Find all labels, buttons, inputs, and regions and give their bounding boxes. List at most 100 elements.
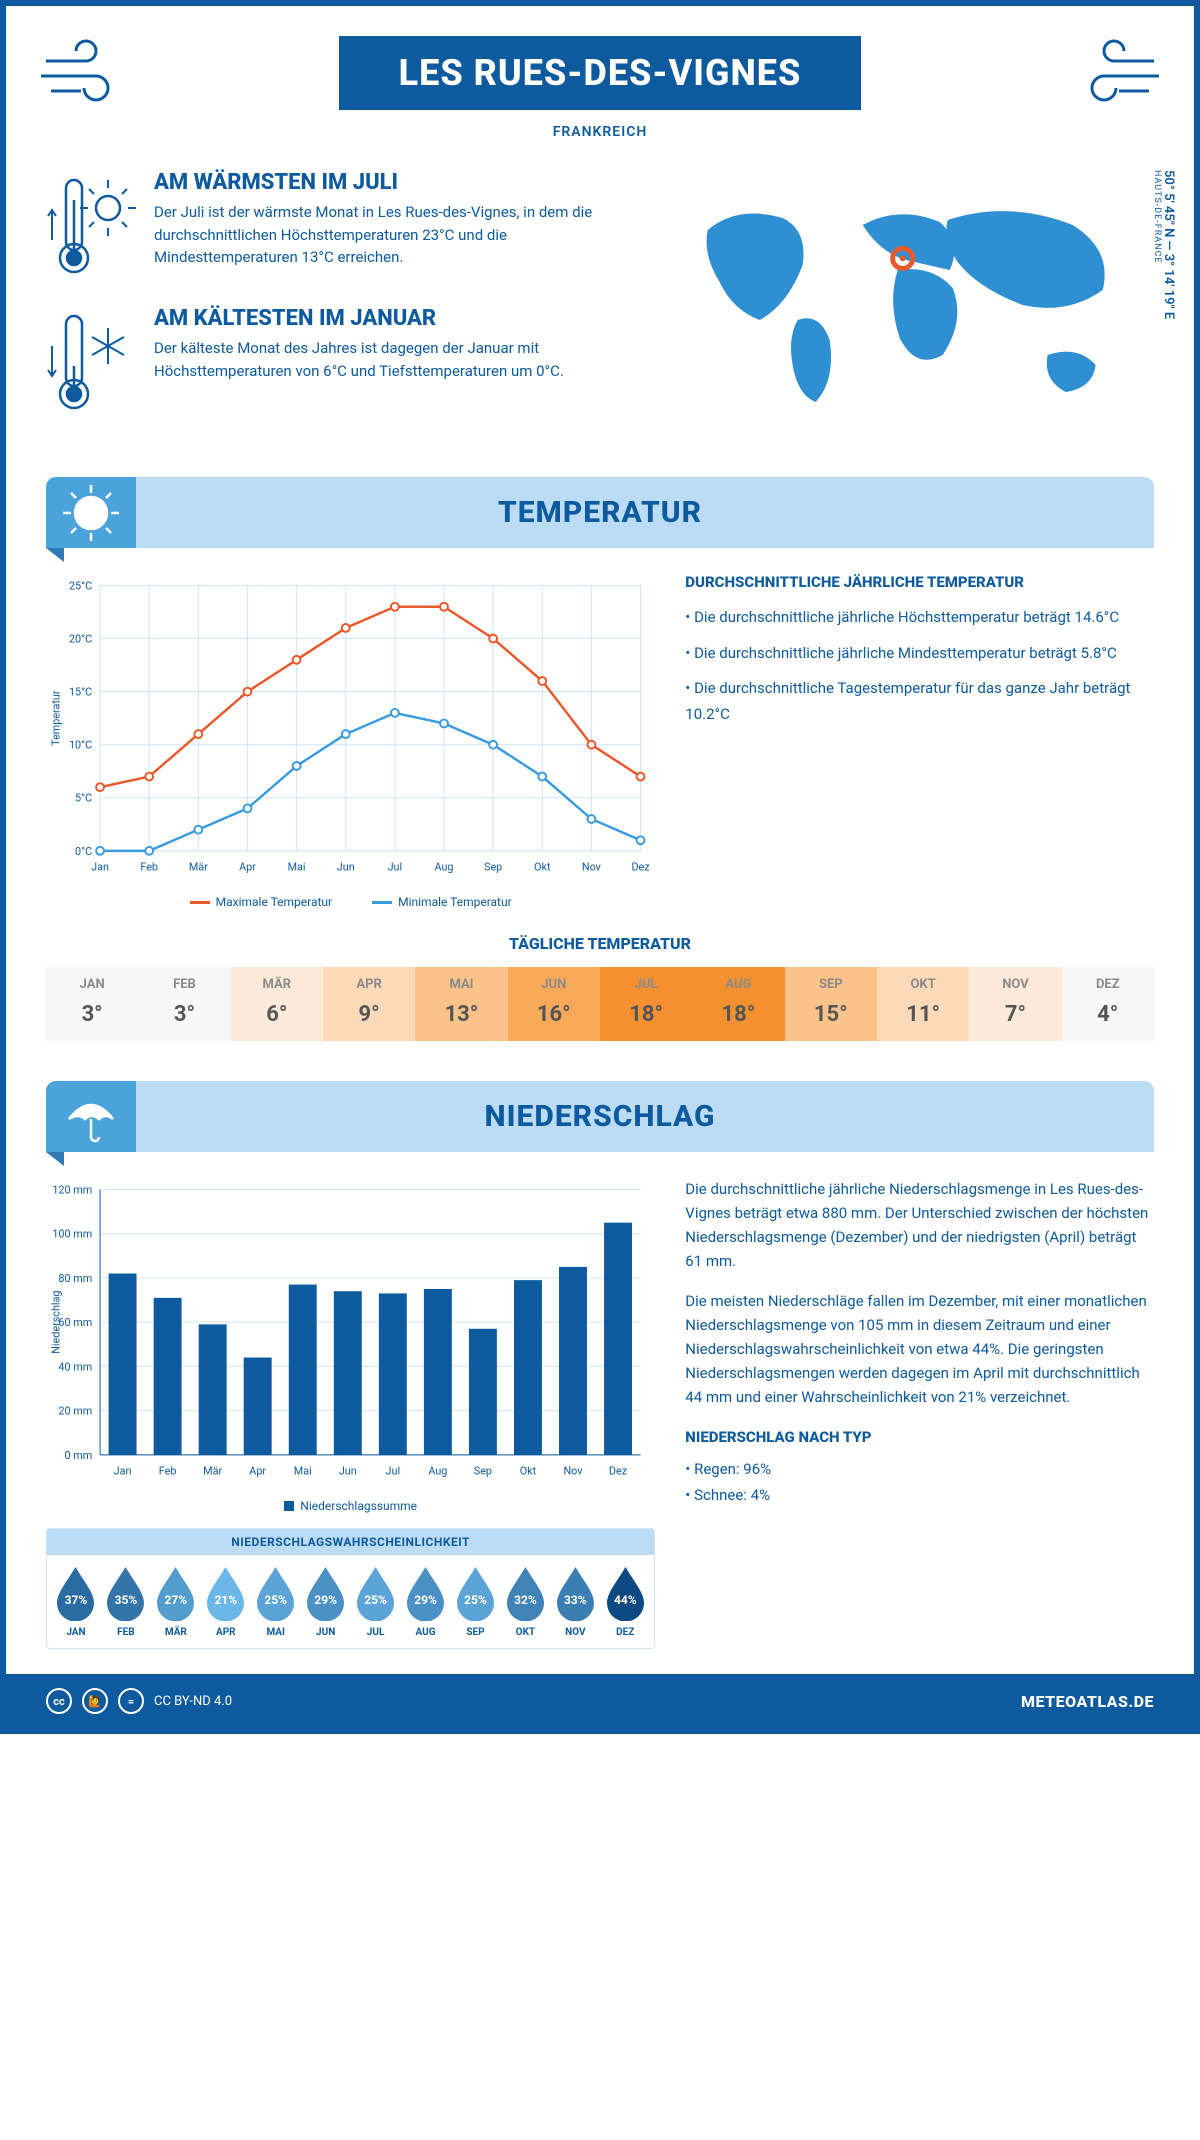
daily-temp-cell: APR9° <box>323 967 415 1041</box>
probability-drop: 35%FEB <box>104 1565 147 1638</box>
nd-icon: = <box>118 1688 144 1714</box>
svg-text:Aug: Aug <box>435 860 454 873</box>
page-title: LES RUES-DES-VIGNES <box>339 36 862 110</box>
svg-text:Jan: Jan <box>91 860 109 873</box>
daily-temp-cell: OKT11° <box>877 967 969 1041</box>
svg-text:Niederschlag: Niederschlag <box>50 1291 63 1354</box>
footer: cc 🙋 = CC BY-ND 4.0 METEOATLAS.DE <box>6 1674 1194 1728</box>
country-subtitle: FRANKREICH <box>46 124 1154 140</box>
svg-text:Nov: Nov <box>563 1464 583 1477</box>
precip-type-bullet: • Schnee: 4% <box>685 1483 1154 1507</box>
svg-text:Okt: Okt <box>534 860 551 873</box>
svg-text:Jul: Jul <box>386 1464 401 1477</box>
coldest-title: AM KÄLTESTEN IM JANUAR <box>154 306 611 331</box>
svg-text:Aug: Aug <box>428 1464 447 1477</box>
temp-bullet: • Die durchschnittliche jährliche Mindes… <box>685 641 1154 667</box>
svg-text:20°C: 20°C <box>69 633 92 646</box>
svg-text:20 mm: 20 mm <box>58 1405 92 1418</box>
svg-text:Dez: Dez <box>631 860 649 873</box>
precipitation-bar-chart: 0 mm 20 mm 40 mm 60 mm 80 mm 100 mm 120 mm Jan F… <box>46 1177 655 1513</box>
svg-text:120 mm: 120 mm <box>52 1183 92 1196</box>
svg-text:Apr: Apr <box>249 1464 266 1477</box>
svg-text:Sep: Sep <box>474 1464 492 1477</box>
coords-label: 50° 5' 45" N — 3° 14' 19" E <box>1161 170 1176 319</box>
world-map: HAUTS-DE-FRANCE 50° 5' 45" N — 3° 14' 19… <box>641 170 1154 442</box>
svg-text:5°C: 5°C <box>75 792 92 805</box>
site-name: METEOATLAS.DE <box>1021 1692 1154 1711</box>
svg-text:Sep: Sep <box>484 860 502 873</box>
precip-type-bullet: • Regen: 96% <box>685 1457 1154 1481</box>
probability-drop: 25%JUL <box>354 1565 397 1638</box>
temp-bullet: • Die durchschnittliche Tagestemperatur … <box>685 676 1154 727</box>
warmest-fact: AM WÄRMSTEN IM JULI Der Juli ist der wär… <box>46 170 611 284</box>
cc-icon: cc <box>46 1688 72 1714</box>
precipitation-heading: NIEDERSCHLAG <box>46 1099 1154 1134</box>
coldest-fact: AM KÄLTESTEN IM JANUAR Der kälteste Mona… <box>46 306 611 420</box>
svg-text:Jun: Jun <box>337 860 355 873</box>
warmest-title: AM WÄRMSTEN IM JULI <box>154 170 611 195</box>
wind-icon <box>36 36 136 115</box>
thermometer-hot-icon <box>46 170 136 284</box>
precipitation-banner: NIEDERSCHLAG <box>46 1081 1154 1152</box>
precip-para1: Die durchschnittliche jährliche Niedersc… <box>685 1177 1154 1273</box>
probability-drop: 29%JUN <box>304 1565 347 1638</box>
probability-drop: 21%APR <box>204 1565 247 1638</box>
daily-temp-cell: NOV7° <box>969 967 1061 1041</box>
daily-temp-cell: MÄR6° <box>231 967 323 1041</box>
temperature-heading: TEMPERATUR <box>46 495 1154 530</box>
temperature-info: DURCHSCHNITTLICHE JÄHRLICHE TEMPERATUR •… <box>685 573 1154 909</box>
daily-temp-cell: JUN16° <box>508 967 600 1041</box>
daily-temp-title: TÄGLICHE TEMPERATUR <box>46 934 1154 953</box>
daily-temp-cell: SEP15° <box>785 967 877 1041</box>
probability-drop: 44%DEZ <box>604 1565 647 1638</box>
probability-drop: 37%JAN <box>54 1565 97 1638</box>
daily-temp-cell: JAN3° <box>46 967 138 1041</box>
wind-icon <box>1064 36 1164 115</box>
temperature-banner: TEMPERATUR <box>46 477 1154 548</box>
svg-text:Dez: Dez <box>609 1464 627 1477</box>
svg-text:Mär: Mär <box>203 1464 222 1477</box>
svg-text:Nov: Nov <box>582 860 602 873</box>
probability-drop: 27%MÄR <box>154 1565 197 1638</box>
svg-text:80 mm: 80 mm <box>58 1272 92 1285</box>
precip-type-title: NIEDERSCHLAG NACH TYP <box>685 1425 1154 1449</box>
daily-temp-cell: MAI13° <box>415 967 507 1041</box>
svg-text:Jul: Jul <box>388 860 403 873</box>
svg-text:Mai: Mai <box>294 1464 312 1477</box>
probability-drop: 32%OKT <box>504 1565 547 1638</box>
svg-text:Feb: Feb <box>159 1464 177 1477</box>
license-text: CC BY-ND 4.0 <box>154 1694 232 1709</box>
svg-text:0°C: 0°C <box>75 845 92 858</box>
svg-text:Temperatur: Temperatur <box>50 690 63 746</box>
svg-text:100 mm: 100 mm <box>52 1228 92 1241</box>
intro-row: AM WÄRMSTEN IM JULI Der Juli ist der wär… <box>46 170 1154 442</box>
warmest-text: Der Juli ist der wärmste Monat in Les Ru… <box>154 201 611 269</box>
probability-drop: 25%SEP <box>454 1565 497 1638</box>
svg-text:Jan: Jan <box>114 1464 132 1477</box>
thermometer-cold-icon <box>46 306 136 420</box>
svg-text:Jun: Jun <box>339 1464 357 1477</box>
svg-text:15°C: 15°C <box>69 686 92 699</box>
svg-text:Mär: Mär <box>189 860 208 873</box>
sun-icon <box>46 477 136 548</box>
daily-temp-cell: JUL18° <box>600 967 692 1041</box>
svg-text:10°C: 10°C <box>69 739 92 752</box>
daily-temp-cell: FEB3° <box>138 967 230 1041</box>
temperature-line-chart: 0°C 5°C 10°C 15°C 20°C 25°C Jan Feb Mär Apr Mai Jun… <box>46 573 655 909</box>
umbrella-icon <box>46 1081 136 1152</box>
svg-text:0 mm: 0 mm <box>65 1449 93 1462</box>
probability-drop: 33%NOV <box>554 1565 597 1638</box>
daily-temp-table: JAN3°FEB3°MÄR6°APR9°MAI13°JUN16°JUL18°AU… <box>46 967 1154 1041</box>
svg-text:Apr: Apr <box>239 860 256 873</box>
daily-temp-cell: AUG18° <box>692 967 784 1041</box>
coldest-text: Der kälteste Monat des Jahres ist dagege… <box>154 337 611 382</box>
svg-text:60 mm: 60 mm <box>58 1316 92 1329</box>
svg-text:40 mm: 40 mm <box>58 1360 92 1373</box>
svg-text:Okt: Okt <box>520 1464 537 1477</box>
precipitation-text: Die durchschnittliche jährliche Niedersc… <box>685 1177 1154 1649</box>
header: LES RUES-DES-VIGNES FRANKREICH <box>46 36 1154 140</box>
svg-text:Mai: Mai <box>288 860 306 873</box>
prob-title: NIEDERSCHLAGSWAHRSCHEINLICHKEIT <box>47 1529 654 1555</box>
svg-text:25°C: 25°C <box>69 579 92 592</box>
svg-text:Feb: Feb <box>140 860 158 873</box>
